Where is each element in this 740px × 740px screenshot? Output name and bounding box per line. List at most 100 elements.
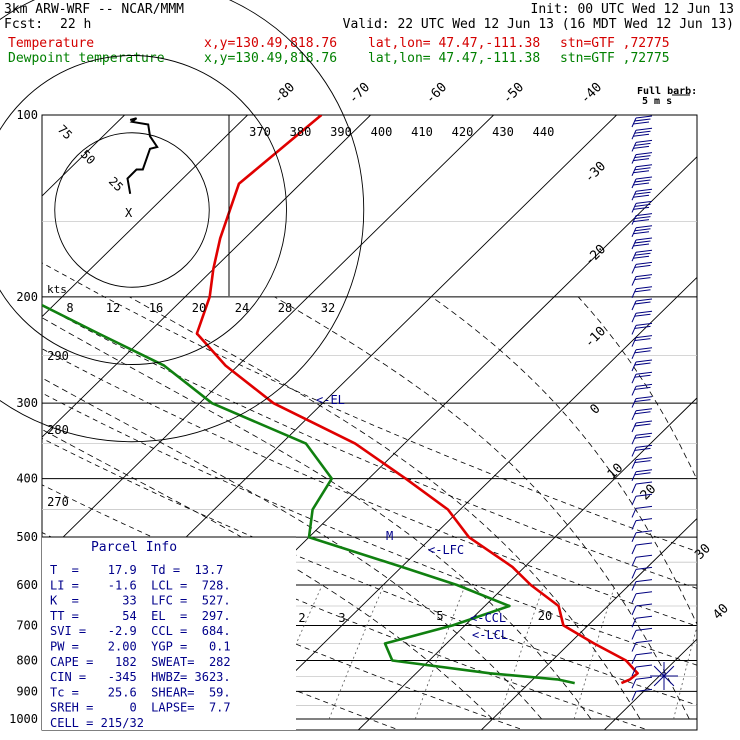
wind-barb: [631, 591, 653, 604]
wind-barb: [631, 152, 653, 164]
isotherm-0: [357, 397, 697, 730]
mixing-ratio-label-2: 2: [298, 611, 305, 625]
isotherm-label--40: -40: [578, 80, 605, 107]
wind-barb: [631, 396, 653, 408]
theta-e-label-390: 390: [330, 125, 352, 139]
mixing-ratio-8: [498, 584, 545, 720]
temperature-tick-32: 32: [321, 301, 335, 315]
theta-e-label-440: 440: [533, 125, 555, 139]
wind-barb: [631, 371, 653, 384]
isotherm--40: [42, 115, 494, 559]
wind-barb: [631, 213, 653, 225]
el-marker: <-EL: [316, 393, 345, 407]
wind-barb: [631, 164, 653, 177]
pressure-label-400: 400: [16, 472, 38, 486]
pressure-label-100: 100: [16, 108, 38, 122]
moist-adiabat-34: [577, 296, 697, 481]
wind-barb: [631, 518, 653, 530]
moist-adiabat-30: [431, 296, 697, 626]
wind-barb: [631, 457, 653, 469]
theta-e-label-410: 410: [411, 125, 433, 139]
dry-adiabat-30: [42, 437, 697, 706]
wind-barb: [631, 554, 653, 567]
isotherm-label--70: -70: [346, 80, 373, 107]
moist-adiabat-22: [129, 296, 641, 720]
wind-barb: [631, 188, 653, 201]
wind-barb: [631, 237, 653, 250]
temperature-tick-20: 20: [192, 301, 206, 315]
wind-barb: [631, 579, 653, 591]
dry-adiabat--30: [0, 115, 30, 732]
wind-barb-cluster: [663, 675, 675, 687]
wind-barb: [631, 176, 653, 189]
mixing-ratio-2: [263, 584, 323, 720]
parcel-info-row: CAPE = 182 SWEAT= 282: [50, 655, 231, 669]
wind-barb-cluster: [663, 665, 675, 677]
wind-barb: [631, 115, 653, 128]
theta-e-label-420: 420: [452, 125, 474, 139]
pressure-label-700: 700: [16, 618, 38, 632]
wind-barb: [631, 530, 653, 543]
wind-barb: [631, 664, 653, 677]
wind-barb: [631, 603, 653, 616]
temperature-profile: [195, 115, 639, 685]
wind-barb: [631, 676, 653, 689]
temperature-tick-8: 8: [66, 301, 73, 315]
moist-adiabat-14: [42, 377, 542, 720]
theta-e-label-400: 400: [371, 125, 393, 139]
wind-barb: [631, 249, 653, 262]
isotherm-label--80: -80: [271, 80, 298, 107]
wind-barb-cluster: [653, 675, 665, 687]
pressure-label-500: 500: [16, 530, 38, 544]
isotherm-10: [480, 517, 697, 730]
dewpoint-latlon: lat,lon= 47.47,-111.38: [368, 51, 541, 66]
wind-barb: [631, 420, 653, 433]
wind-barb: [631, 640, 653, 652]
dewpoint-profile: [42, 303, 575, 685]
dewpoint-station: stn=GTF ,72775: [560, 51, 670, 66]
dry-adiabat-50: [42, 348, 697, 627]
parcel-info-row: CELL = 215/32: [50, 716, 144, 730]
dry-adiabat-20: [42, 484, 650, 730]
wind-barb: [631, 627, 653, 640]
wind-barb: [631, 615, 653, 628]
init-time: Init: 00 UTC Wed 12 Jun 13: [530, 2, 735, 17]
wind-barb: [631, 505, 653, 518]
isotherm--50: [42, 115, 371, 438]
wind-barb: [631, 274, 653, 286]
parcel-info-panel: [42, 537, 296, 730]
wind-barb: [631, 493, 653, 506]
temperature-latlon: lat,lon= 47.47,-111.38: [368, 36, 541, 51]
hodograph-trace: [126, 117, 159, 194]
temperature-tick-12: 12: [106, 301, 120, 315]
parcel-info-row: PW = 2.00 YGP = 0.1: [50, 640, 231, 654]
wind-barb: [631, 335, 653, 347]
ccl-marker: <-CCL: [470, 611, 506, 625]
valid-time: Valid: 22 UTC Wed 12 Jun 13 (16 MDT Wed …: [342, 17, 734, 32]
hodograph-ring-50: [0, 55, 287, 365]
theta-e-label-370: 370: [249, 125, 271, 139]
mid-marker: M: [386, 529, 393, 543]
pressure-label-600: 600: [16, 578, 38, 592]
temperature-tick-24: 24: [235, 301, 249, 315]
wind-barb: [631, 225, 653, 238]
theta-label-290: 290: [47, 349, 69, 363]
wind-barb: [631, 261, 653, 274]
wind-barb: [631, 139, 653, 152]
pressure-label-800: 800: [16, 653, 38, 667]
legend-dewpoint: Dewpoint temperature: [8, 51, 165, 66]
parcel-info-row: SVI = -2.9 CCL = 684.: [50, 624, 231, 638]
wind-barb: [631, 444, 653, 457]
dry-adiabat-60: [42, 304, 697, 589]
hodograph-ring-75: [0, 0, 365, 443]
temperature-xy: x,y=130.49,818.76: [204, 36, 338, 51]
forecast-hour: 22 h: [60, 17, 92, 32]
hodograph-ring-25: [54, 132, 210, 288]
forecast-label: Fcst:: [4, 17, 44, 32]
isotherm--10: [234, 276, 697, 730]
parcel-info-row: SREH = 0 LAPSE= 7.7: [50, 701, 231, 715]
hodograph-unit: kts: [47, 283, 67, 296]
mixing-ratio-3: [328, 584, 385, 720]
speed-tick-40: 40: [710, 601, 732, 623]
wind-barb: [631, 322, 653, 335]
